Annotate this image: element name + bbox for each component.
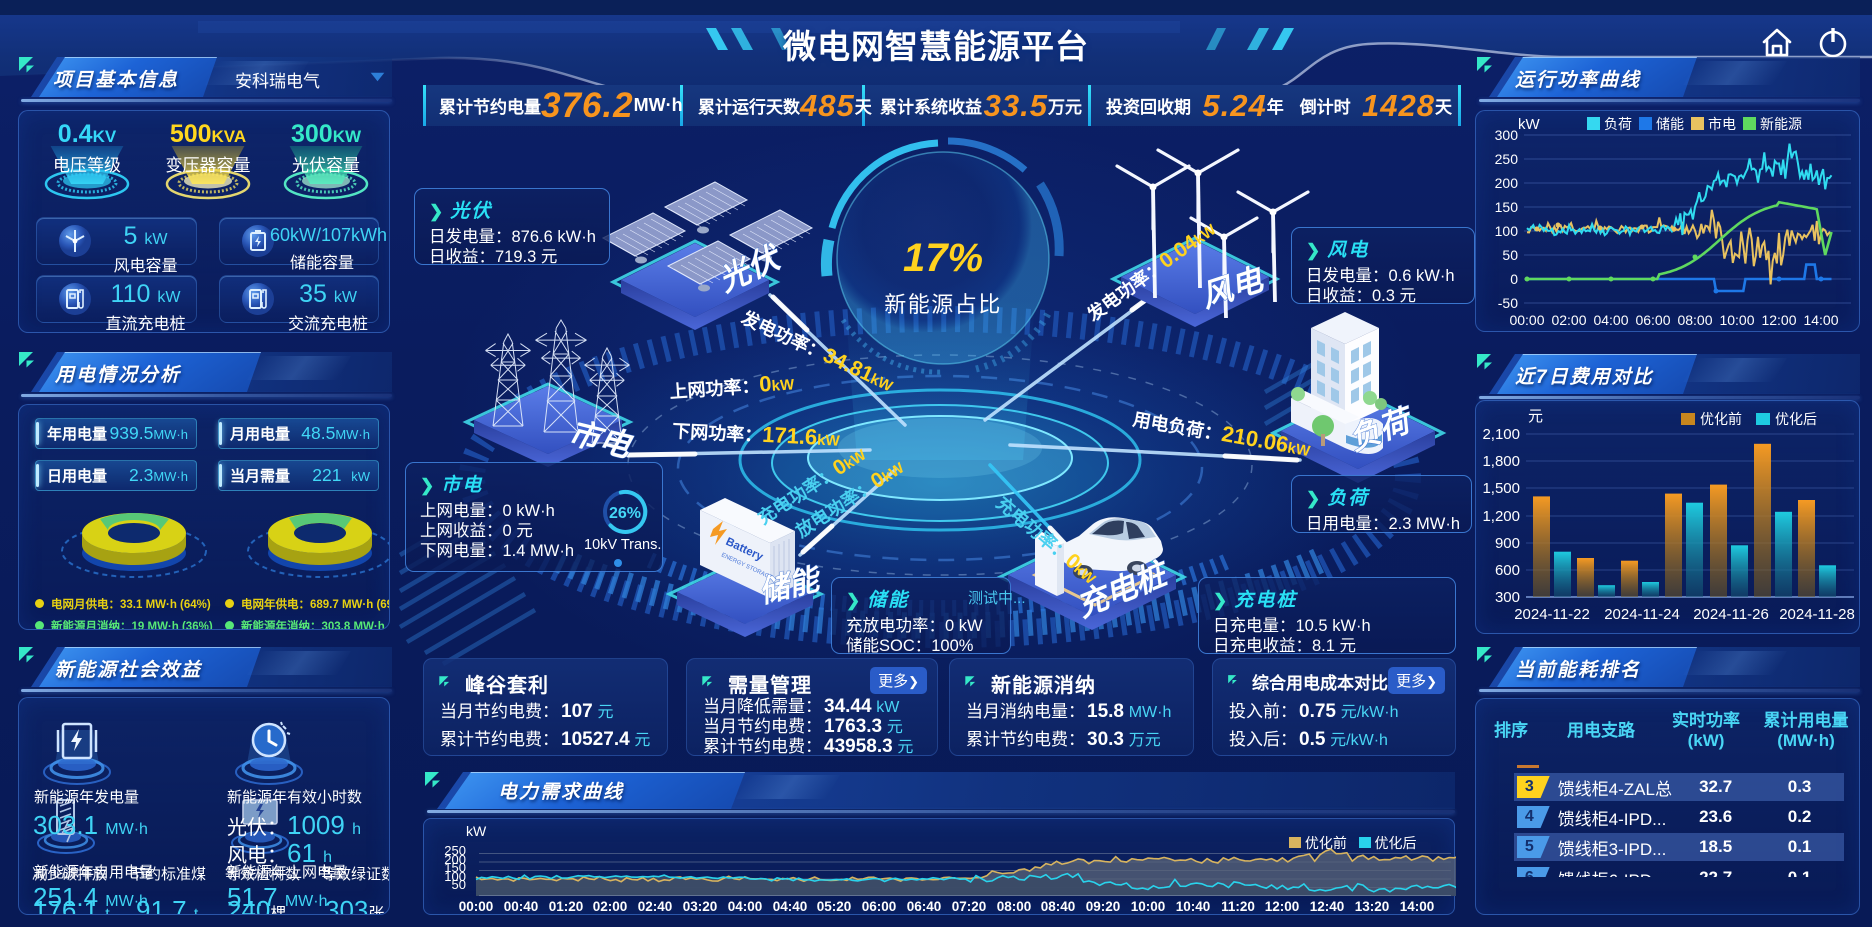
svg-text:06:40: 06:40 [907,899,942,914]
svg-text:1,200: 1,200 [1482,508,1520,525]
svg-text:600: 600 [1495,562,1520,579]
svg-text:300: 300 [1495,127,1519,143]
svg-text:00:40: 00:40 [504,899,539,914]
svg-text:08:00: 08:00 [997,899,1032,914]
svg-text:12:00: 12:00 [1761,312,1796,328]
svg-text:优化后: 优化后 [1775,411,1817,427]
svg-text:市电: 市电 [1708,116,1736,132]
svg-text:新能源占比: 新能源占比 [884,292,1002,317]
svg-text:26%: 26% [609,505,641,522]
svg-text:2024-11-28: 2024-11-28 [1779,606,1855,623]
svg-text:02:00: 02:00 [593,899,628,914]
svg-text:00:00: 00:00 [459,899,494,914]
svg-text:10:00: 10:00 [1131,899,1166,914]
svg-text:1,800: 1,800 [1482,453,1520,470]
svg-text:2024-11-24: 2024-11-24 [1604,606,1680,623]
svg-text:02:00: 02:00 [1551,312,1586,328]
svg-text:150: 150 [1495,199,1519,215]
svg-text:12:00: 12:00 [1265,899,1300,914]
svg-text:-50: -50 [1498,295,1518,311]
svg-text:06:00: 06:00 [1635,312,1670,328]
svg-text:17%: 17% [903,236,983,280]
svg-text:900: 900 [1495,535,1520,552]
svg-text:09:20: 09:20 [1086,899,1121,914]
svg-text:优化前: 优化前 [1700,411,1742,427]
svg-text:10:00: 10:00 [1719,312,1754,328]
svg-text:100: 100 [1495,223,1519,239]
svg-text:250: 250 [1495,151,1519,167]
svg-text:2024-11-26: 2024-11-26 [1693,606,1769,623]
svg-text:08:40: 08:40 [1041,899,1076,914]
svg-text:储能: 储能 [1656,116,1684,132]
svg-text:04:00: 04:00 [1593,312,1628,328]
svg-text:04:40: 04:40 [773,899,808,914]
svg-text:1,500: 1,500 [1482,480,1520,497]
svg-text:13:20: 13:20 [1355,899,1390,914]
svg-text:06:00: 06:00 [862,899,897,914]
svg-text:07:20: 07:20 [952,899,987,914]
svg-text:08:00: 08:00 [1677,312,1712,328]
svg-text:50: 50 [1502,247,1518,263]
svg-text:02:40: 02:40 [638,899,673,914]
svg-text:11:20: 11:20 [1221,899,1255,914]
svg-text:2,100: 2,100 [1482,426,1520,443]
svg-text:0: 0 [1510,271,1518,287]
svg-text:14:00: 14:00 [1400,899,1435,914]
svg-text:05:20: 05:20 [817,899,852,914]
svg-text:kW: kW [1518,116,1541,133]
svg-text:200: 200 [1495,175,1519,191]
svg-text:04:00: 04:00 [728,899,763,914]
svg-text:12:40: 12:40 [1310,899,1345,914]
svg-text:2024-11-22: 2024-11-22 [1514,606,1590,623]
svg-text:01:20: 01:20 [549,899,584,914]
svg-text:300: 300 [1495,589,1520,606]
svg-text:负荷: 负荷 [1604,116,1632,132]
svg-text:00:00: 00:00 [1509,312,1544,328]
svg-text:10:40: 10:40 [1176,899,1211,914]
svg-text:03:20: 03:20 [683,899,718,914]
svg-text:元: 元 [1528,408,1543,425]
svg-text:14:00: 14:00 [1803,312,1838,328]
svg-text:新能源: 新能源 [1760,116,1802,132]
